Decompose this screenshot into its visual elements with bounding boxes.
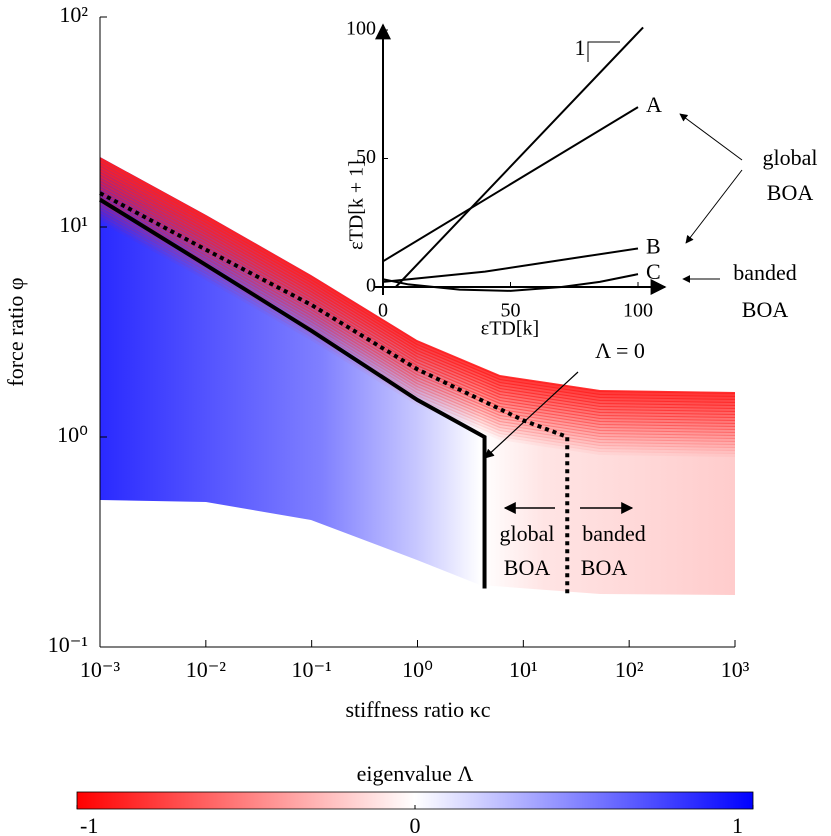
red-fade [100,188,735,427]
red-fade [100,194,735,433]
annotation: global [500,521,555,546]
lambda-label: Λ = 0 [595,338,645,363]
red-fade [100,157,735,394]
colorbar-tick-label: 0 [410,813,421,836]
red-fade [100,158,735,397]
red-fade [100,212,735,451]
y-tick-label: 10¹ [59,212,88,237]
red-fade [100,209,735,448]
x-tick-label: 10⁻² [186,657,227,682]
annotation: BOA [767,180,814,205]
lambda-arrow [484,371,579,459]
slope-triangle [587,41,620,62]
curve-label: A [646,92,662,117]
inset-y-tick-label: 50 [356,146,376,168]
map-line [395,26,644,288]
colorbar-tick-label: 1 [732,813,743,836]
map-line [382,247,639,283]
colorbar-title: eigenvalue Λ [357,761,474,786]
annotation: banded [582,521,646,546]
red-fade [100,173,735,412]
x-tick-label: 10⁰ [402,657,433,682]
y-tick-label: 10⁻¹ [48,632,88,657]
inset-x-tick-label: 0 [378,300,388,322]
curve-label: B [646,233,661,258]
red-fade [100,161,735,400]
y-tick-label: 10⁰ [57,422,88,447]
red-fade [100,170,735,409]
red-fade [100,164,735,403]
y-tick-label: 10² [59,2,88,27]
x-tick-label: 10⁻¹ [292,657,332,682]
y-axis-label: force ratio φ [3,277,28,386]
inset-x-tick-label: 50 [501,300,521,322]
map-line [382,106,639,263]
annotation: 1 [575,35,586,60]
inset-x-label: εTD[k] [481,318,539,340]
x-tick-label: 10³ [721,657,750,682]
x-tick-label: 10⁻³ [80,657,121,682]
red-fade [100,179,735,418]
red-fade [100,167,735,406]
annotation: BOA [742,297,789,322]
curve-label: C [646,259,661,284]
x-tick-label: 10² [615,657,644,682]
boundary-line [98,197,487,589]
annotation: BOA [581,555,628,580]
annotation: banded [733,260,797,285]
red-fade [100,218,735,457]
annotation: BOA [504,555,551,580]
inset-y-tick-label: 100 [346,18,376,40]
arrow [679,113,743,161]
inset-x-tick-label: 100 [623,300,653,322]
arrow [685,169,743,244]
annotation: global [763,145,818,170]
inset-y-label: εTD[k + 1] [346,160,368,250]
red-fade [100,200,735,439]
colorbar-tick-label: -1 [80,813,98,836]
red-fade [100,197,735,436]
x-axis-label: stiffness ratio κc [345,697,490,722]
inset-y-tick-label: 0 [366,275,376,297]
boundary-line [99,191,570,594]
x-tick-label: 10¹ [509,657,538,682]
map-line [382,273,639,292]
red-fade [100,176,735,415]
